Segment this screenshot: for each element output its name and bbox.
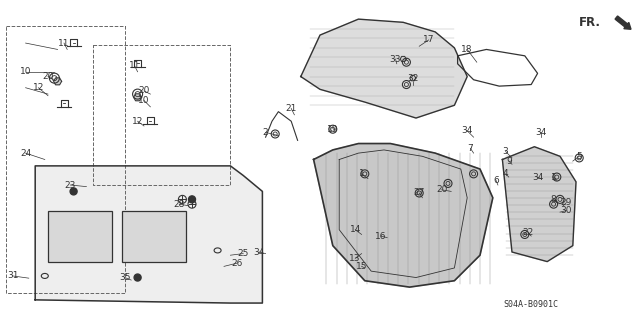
Text: 7: 7	[468, 144, 473, 153]
Text: 34: 34	[253, 248, 265, 256]
Text: 28: 28	[173, 200, 185, 209]
Text: 4: 4	[503, 169, 508, 178]
Text: 10: 10	[138, 96, 150, 105]
Text: 29: 29	[561, 198, 572, 207]
Text: 31: 31	[7, 271, 19, 280]
Text: 35: 35	[119, 273, 131, 282]
Text: 8: 8	[551, 195, 556, 204]
Text: 20: 20	[42, 72, 54, 81]
Polygon shape	[35, 166, 262, 303]
Text: 19: 19	[327, 125, 339, 134]
Text: 3: 3	[503, 147, 508, 156]
Text: 23: 23	[65, 181, 76, 189]
Text: 21: 21	[285, 104, 297, 113]
Text: 22: 22	[522, 228, 534, 237]
Text: 15: 15	[356, 262, 367, 271]
Text: FR.: FR.	[579, 16, 601, 29]
Text: 30: 30	[561, 206, 572, 215]
Text: 32: 32	[407, 74, 419, 83]
Text: S04A-B0901C: S04A-B0901C	[504, 300, 559, 309]
Polygon shape	[410, 76, 416, 81]
Polygon shape	[400, 56, 406, 62]
Text: 20: 20	[138, 86, 150, 95]
Bar	[122, 211, 186, 262]
Text: 18: 18	[461, 45, 473, 54]
Text: 9: 9	[506, 157, 511, 166]
Text: 2: 2	[263, 128, 268, 137]
Circle shape	[134, 274, 141, 281]
Text: 10: 10	[20, 67, 31, 76]
Text: 11: 11	[58, 39, 70, 48]
Polygon shape	[54, 78, 61, 85]
Text: 20: 20	[436, 185, 447, 194]
Polygon shape	[301, 19, 467, 118]
Text: 11: 11	[129, 61, 140, 70]
Text: 1: 1	[359, 169, 364, 178]
Text: 6: 6	[493, 176, 499, 185]
Text: 27: 27	[413, 189, 425, 197]
Text: 13: 13	[349, 254, 361, 263]
Circle shape	[70, 188, 77, 195]
FancyArrow shape	[615, 16, 631, 29]
Text: 1: 1	[551, 173, 556, 182]
Text: 14: 14	[349, 225, 361, 234]
Text: 26: 26	[231, 259, 243, 268]
Text: 16: 16	[375, 232, 387, 241]
Text: 34: 34	[535, 128, 547, 137]
Text: 12: 12	[33, 83, 44, 92]
Text: 25: 25	[237, 249, 249, 258]
Text: 34: 34	[532, 173, 543, 182]
Text: 17: 17	[423, 35, 435, 44]
Text: 24: 24	[20, 149, 31, 158]
Polygon shape	[134, 94, 141, 101]
Text: 12: 12	[132, 117, 143, 126]
Bar	[48, 211, 112, 262]
Polygon shape	[314, 144, 493, 287]
Polygon shape	[502, 147, 576, 262]
Circle shape	[189, 196, 195, 203]
Text: 5: 5	[577, 152, 582, 161]
Text: 33: 33	[390, 55, 401, 63]
Text: 34: 34	[461, 126, 473, 135]
